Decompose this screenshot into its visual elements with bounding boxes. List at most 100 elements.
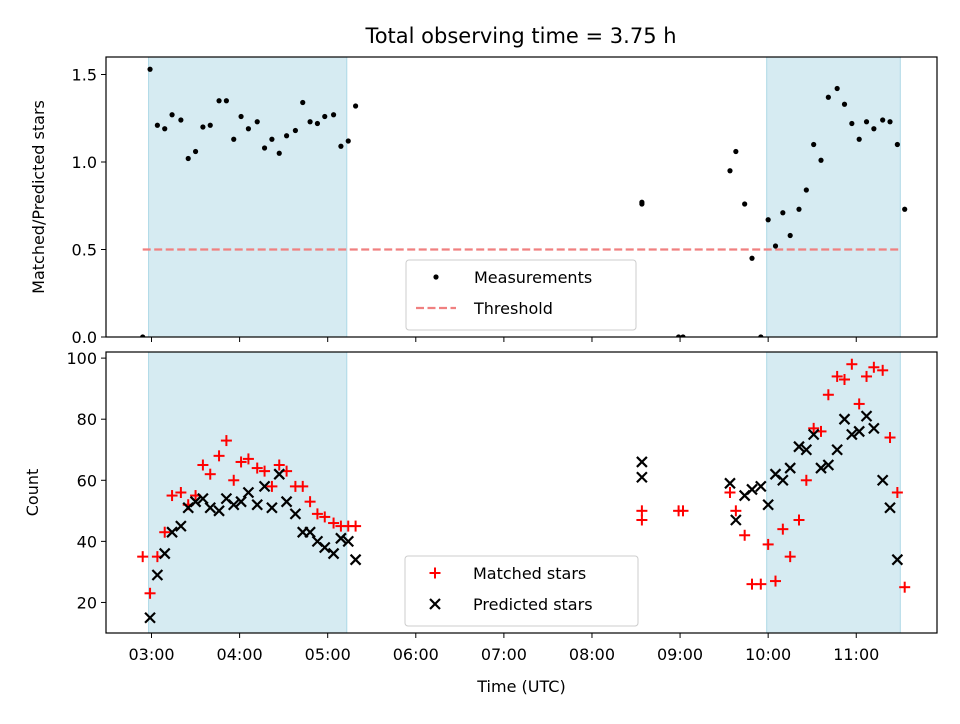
measurement-point xyxy=(185,155,191,162)
matched-star-point xyxy=(839,373,851,385)
y-tick-label: 0.5 xyxy=(72,241,97,260)
measurement-point xyxy=(207,122,213,128)
predicted-star-point xyxy=(273,468,286,480)
measurement-point xyxy=(871,126,877,132)
x-tick-label: 08:00 xyxy=(569,645,615,664)
y-tick-label: 100 xyxy=(66,349,97,368)
predicted-star-point xyxy=(327,547,340,560)
matched-star-point xyxy=(350,520,362,532)
measurement-point xyxy=(727,168,733,174)
matched-star-point xyxy=(304,496,316,508)
measurement-point xyxy=(841,101,848,107)
predicted-star-point xyxy=(235,495,247,508)
y-tick-label: 60 xyxy=(77,471,97,490)
measurement-point xyxy=(772,243,779,249)
legend-box xyxy=(405,259,637,331)
predicted-star-point xyxy=(746,483,758,496)
measurement-point xyxy=(200,124,206,130)
matched-star-point xyxy=(730,505,742,517)
measurement-point xyxy=(787,232,793,239)
measurement-point xyxy=(261,145,268,151)
matched-star-point xyxy=(755,578,767,590)
predicted-star-point xyxy=(197,492,209,505)
measurement-point xyxy=(639,199,645,205)
measurement-point xyxy=(733,148,739,155)
matched-star-point xyxy=(808,422,820,434)
predicted-star-point xyxy=(846,428,858,441)
predicted-star-point xyxy=(807,428,820,441)
plot-area xyxy=(137,352,911,633)
measurement-point xyxy=(680,334,686,337)
measurement-point xyxy=(307,119,313,125)
matched-star-point xyxy=(861,370,873,382)
y-tick-label: 1.5 xyxy=(72,66,97,85)
matched-star-point xyxy=(877,364,889,376)
matched-star-point xyxy=(762,538,774,550)
legend-box xyxy=(404,555,639,627)
matched-star-point xyxy=(204,468,216,480)
measurement-point xyxy=(314,120,321,127)
predicted-star-point xyxy=(318,541,331,554)
measurement-point xyxy=(894,141,900,148)
matched-star-point xyxy=(777,523,789,535)
matched-star-point xyxy=(297,480,309,492)
measurement-point xyxy=(880,117,886,123)
measurement-point xyxy=(300,99,306,106)
matched-star-point xyxy=(891,487,903,498)
matched-star-point xyxy=(636,514,648,526)
measurement-point xyxy=(330,112,337,118)
predicted-star-point xyxy=(822,459,835,471)
matched-star-point xyxy=(846,358,858,370)
y-tick-label: 1.0 xyxy=(72,153,97,172)
measurement-point xyxy=(276,150,282,156)
y-tick-label: 20 xyxy=(77,593,97,612)
measurement-point xyxy=(803,187,809,193)
measurement-point xyxy=(849,120,855,127)
measurement-point xyxy=(231,136,237,142)
measurement-point xyxy=(292,127,298,134)
matched-star-point xyxy=(784,551,796,563)
matched-star-point xyxy=(793,514,805,526)
matched-star-point xyxy=(266,480,278,492)
measurement-point xyxy=(283,133,290,139)
measurement-point xyxy=(169,112,175,118)
matched-star-point xyxy=(884,432,896,444)
measurement-point xyxy=(856,136,862,142)
matched-star-point xyxy=(259,465,271,477)
matched-star-point xyxy=(220,435,232,447)
y-tick-label: 0.0 xyxy=(72,328,97,347)
x-tick-label: 05:00 xyxy=(305,645,351,664)
matched-star-point xyxy=(137,551,149,563)
x-axis-label: Time (UTC) xyxy=(476,677,565,696)
matched-star-point xyxy=(213,450,225,462)
matched-star-point xyxy=(319,511,331,523)
measurement-point xyxy=(223,98,229,104)
y-tick-label: 40 xyxy=(77,532,97,551)
measurement-point xyxy=(254,119,260,125)
predicted-star-point xyxy=(777,474,789,487)
legend-label: Threshold xyxy=(473,299,553,318)
predicted-star-point xyxy=(227,498,240,511)
predicted-star-point xyxy=(335,532,347,545)
measurement-point xyxy=(238,113,244,120)
measurement-point xyxy=(216,98,222,104)
matched-star-point xyxy=(769,575,781,587)
x-tick-label: 11:00 xyxy=(833,645,879,664)
y-axis-label: Matched/Predicted stars xyxy=(29,100,48,294)
matched-star-point xyxy=(853,398,865,410)
predicted-star-point xyxy=(884,501,896,514)
x-tick-label: 10:00 xyxy=(745,645,791,664)
predicted-star-point xyxy=(891,553,904,566)
x-tick-label: 06:00 xyxy=(393,645,439,664)
matched-star-point xyxy=(242,453,254,465)
legend: Matched stars Predicted stars xyxy=(404,555,639,627)
matched-star-point xyxy=(739,529,751,541)
measurement-point xyxy=(811,141,817,148)
measurement-point xyxy=(675,334,682,337)
observing-band xyxy=(766,352,901,633)
measurement-point xyxy=(352,103,359,109)
legend: Measurements Threshold xyxy=(405,259,637,331)
legend-measurement-marker xyxy=(433,274,439,280)
axes-frame xyxy=(105,351,938,634)
